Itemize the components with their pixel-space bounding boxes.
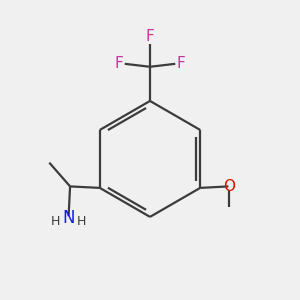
Text: F: F [146, 28, 154, 44]
Text: H: H [77, 215, 86, 228]
Text: H: H [51, 215, 60, 228]
Text: N: N [62, 208, 75, 226]
Text: F: F [177, 56, 185, 71]
Text: O: O [223, 179, 235, 194]
Text: F: F [115, 56, 123, 71]
